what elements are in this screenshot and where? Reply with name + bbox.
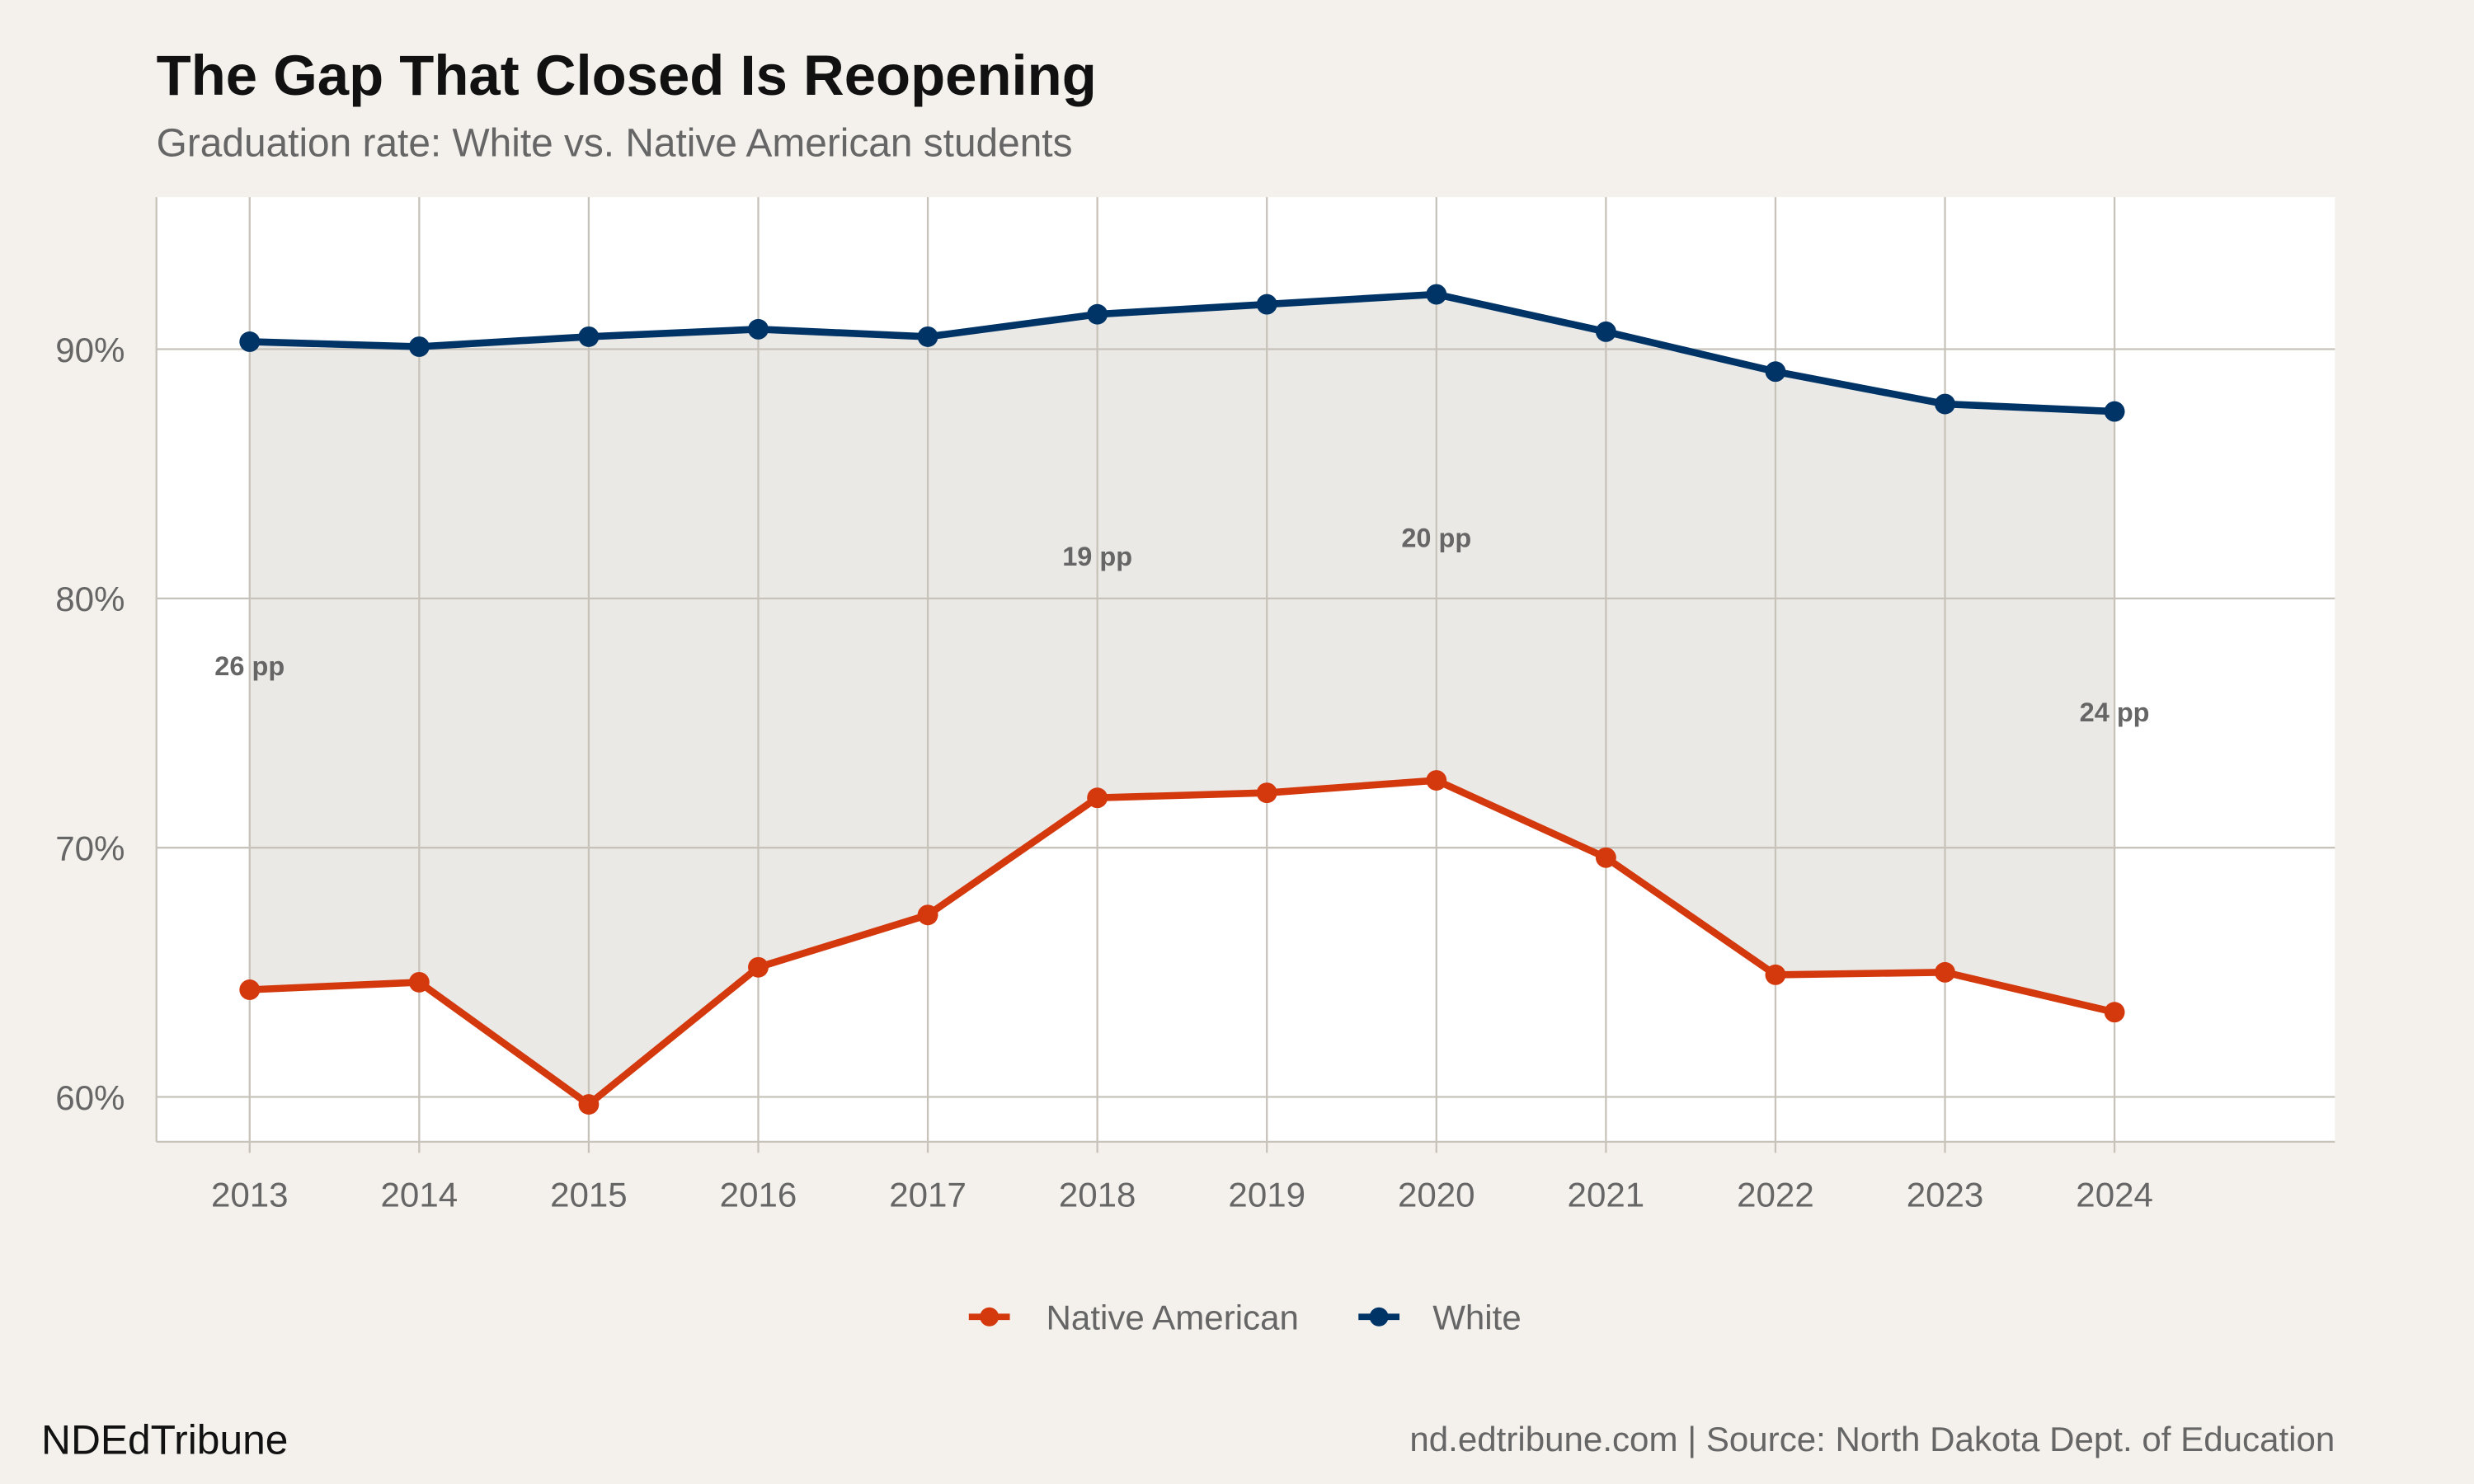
legend-marker-white [1369,1307,1389,1327]
data-point-native-american[interactable] [917,904,938,926]
x-tick-label: 2017 [889,1175,967,1214]
x-tick-label: 2014 [381,1175,459,1214]
y-tick-label: 70% [55,829,125,867]
legend-label-native-american: Native American [1047,1298,1299,1337]
data-point-native-american[interactable] [2104,1002,2125,1023]
x-tick-label: 2015 [550,1175,628,1214]
x-tick-label: 2016 [720,1175,797,1214]
legend: Native American White [968,1298,1522,1337]
data-point-native-american[interactable] [578,1094,600,1115]
data-point-native-american[interactable] [239,979,261,1000]
chart-subtitle: Graduation rate: White vs. Native Americ… [157,121,1073,165]
source-caption: nd.edtribune.com | Source: North Dakota … [1409,1420,2335,1458]
data-point-native-american[interactable] [408,971,430,993]
x-tick-label: 2024 [2076,1175,2153,1214]
data-point-white[interactable] [2104,401,2125,422]
x-tick-label: 2020 [1398,1175,1475,1214]
y-tick-label: 90% [55,331,125,369]
data-point-native-american[interactable] [1595,847,1616,868]
x-tick-label: 2019 [1228,1175,1305,1214]
x-tick-label: 2021 [1568,1175,1645,1214]
chart-title: The Gap That Closed Is Reopening [157,44,1097,107]
data-point-white[interactable] [239,331,261,352]
data-point-white[interactable] [1256,294,1277,315]
data-point-white[interactable] [1426,284,1447,305]
y-tick-label: 80% [55,580,125,618]
x-tick-label: 2022 [1737,1175,1814,1214]
data-point-white[interactable] [1087,303,1108,325]
series-line-white [249,290,2115,416]
data-point-white[interactable] [748,318,769,340]
legend-item-native-american[interactable]: Native American [968,1298,1299,1337]
x-tick-label: 2018 [1059,1175,1136,1214]
data-point-native-american[interactable] [1935,961,1955,983]
brand-logo-text: NDEdTribune [41,1417,288,1463]
data-point-white[interactable] [408,336,430,357]
gap-annotation: 24 pp [2080,697,2150,727]
data-point-native-american[interactable] [748,956,769,978]
data-point-white[interactable] [1765,361,1786,383]
gap-annotation: 26 pp [214,651,285,681]
data-point-native-american[interactable] [1765,964,1786,985]
data-point-white[interactable] [917,326,938,347]
data-point-white[interactable] [578,326,600,347]
gap-annotation: 20 pp [1401,523,1471,552]
gap-area [249,294,2115,1105]
gap-annotation: 19 pp [1062,542,1132,571]
legend-marker-native-american [980,1307,999,1327]
data-point-native-american[interactable] [1087,787,1108,809]
legend-item-white[interactable]: White [1358,1298,1522,1337]
data-point-native-american[interactable] [1256,782,1277,804]
series-line-native-american [249,777,2116,1108]
data-point-white[interactable] [1935,393,1955,415]
data-point-white[interactable] [1595,321,1616,342]
data-point-native-american[interactable] [1426,770,1447,791]
legend-label-white: White [1432,1298,1522,1337]
x-tick-label: 2013 [211,1175,289,1214]
y-tick-label: 60% [55,1078,125,1117]
x-tick-label: 2023 [1907,1175,1984,1214]
